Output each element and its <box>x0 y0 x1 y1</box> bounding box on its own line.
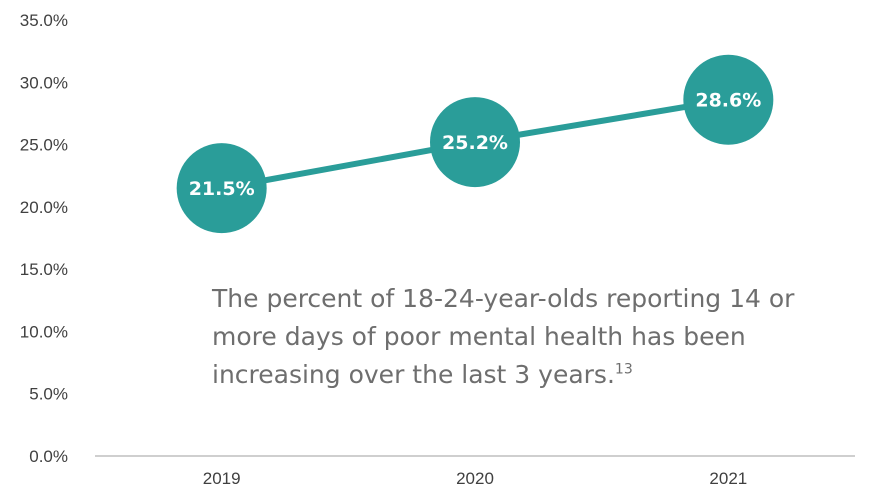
y-tick-label: 5.0% <box>29 385 68 404</box>
y-tick-label: 25.0% <box>20 136 68 155</box>
footnote-reference: 13 <box>614 361 633 378</box>
data-label: 25.2% <box>442 132 508 154</box>
y-tick-label: 20.0% <box>20 198 68 217</box>
x-tick-label: 2021 <box>709 469 747 488</box>
x-tick-label: 2019 <box>203 469 241 488</box>
y-axis-ticks: 0.0% 5.0% 10.0% 15.0% 20.0% 25.0% 30.0% 35.0% <box>20 11 68 466</box>
y-tick-label: 35.0% <box>20 11 68 30</box>
annotation-line-3: increasing over the last 3 years.13 <box>212 356 852 394</box>
annotation-line-1: The percent of 18-24-year-olds reporting… <box>212 284 795 313</box>
data-point: 25.2% <box>430 97 520 188</box>
y-tick-label: 0.0% <box>29 447 68 466</box>
chart-annotation: The percent of 18-24-year-olds reporting… <box>212 280 852 394</box>
y-tick-label: 10.0% <box>20 322 68 341</box>
data-markers: 21.5% 25.2% 28.6% <box>176 54 774 234</box>
y-tick-label: 15.0% <box>20 260 68 279</box>
data-point: 28.6% <box>683 54 774 145</box>
data-point-marker <box>683 54 774 145</box>
data-label: 21.5% <box>189 178 255 200</box>
data-point: 21.5% <box>176 143 267 234</box>
x-tick-label: 2020 <box>456 469 494 488</box>
data-point-marker <box>176 143 267 234</box>
annotation-line-3-text: increasing over the last 3 years. <box>212 360 615 389</box>
x-axis-ticks: 2019 2020 2021 <box>203 469 747 488</box>
annotation-line-2: more days of poor mental health has been <box>212 322 746 351</box>
y-tick-label: 30.0% <box>20 73 68 92</box>
data-label: 28.6% <box>695 90 761 112</box>
data-point-marker <box>430 97 520 188</box>
